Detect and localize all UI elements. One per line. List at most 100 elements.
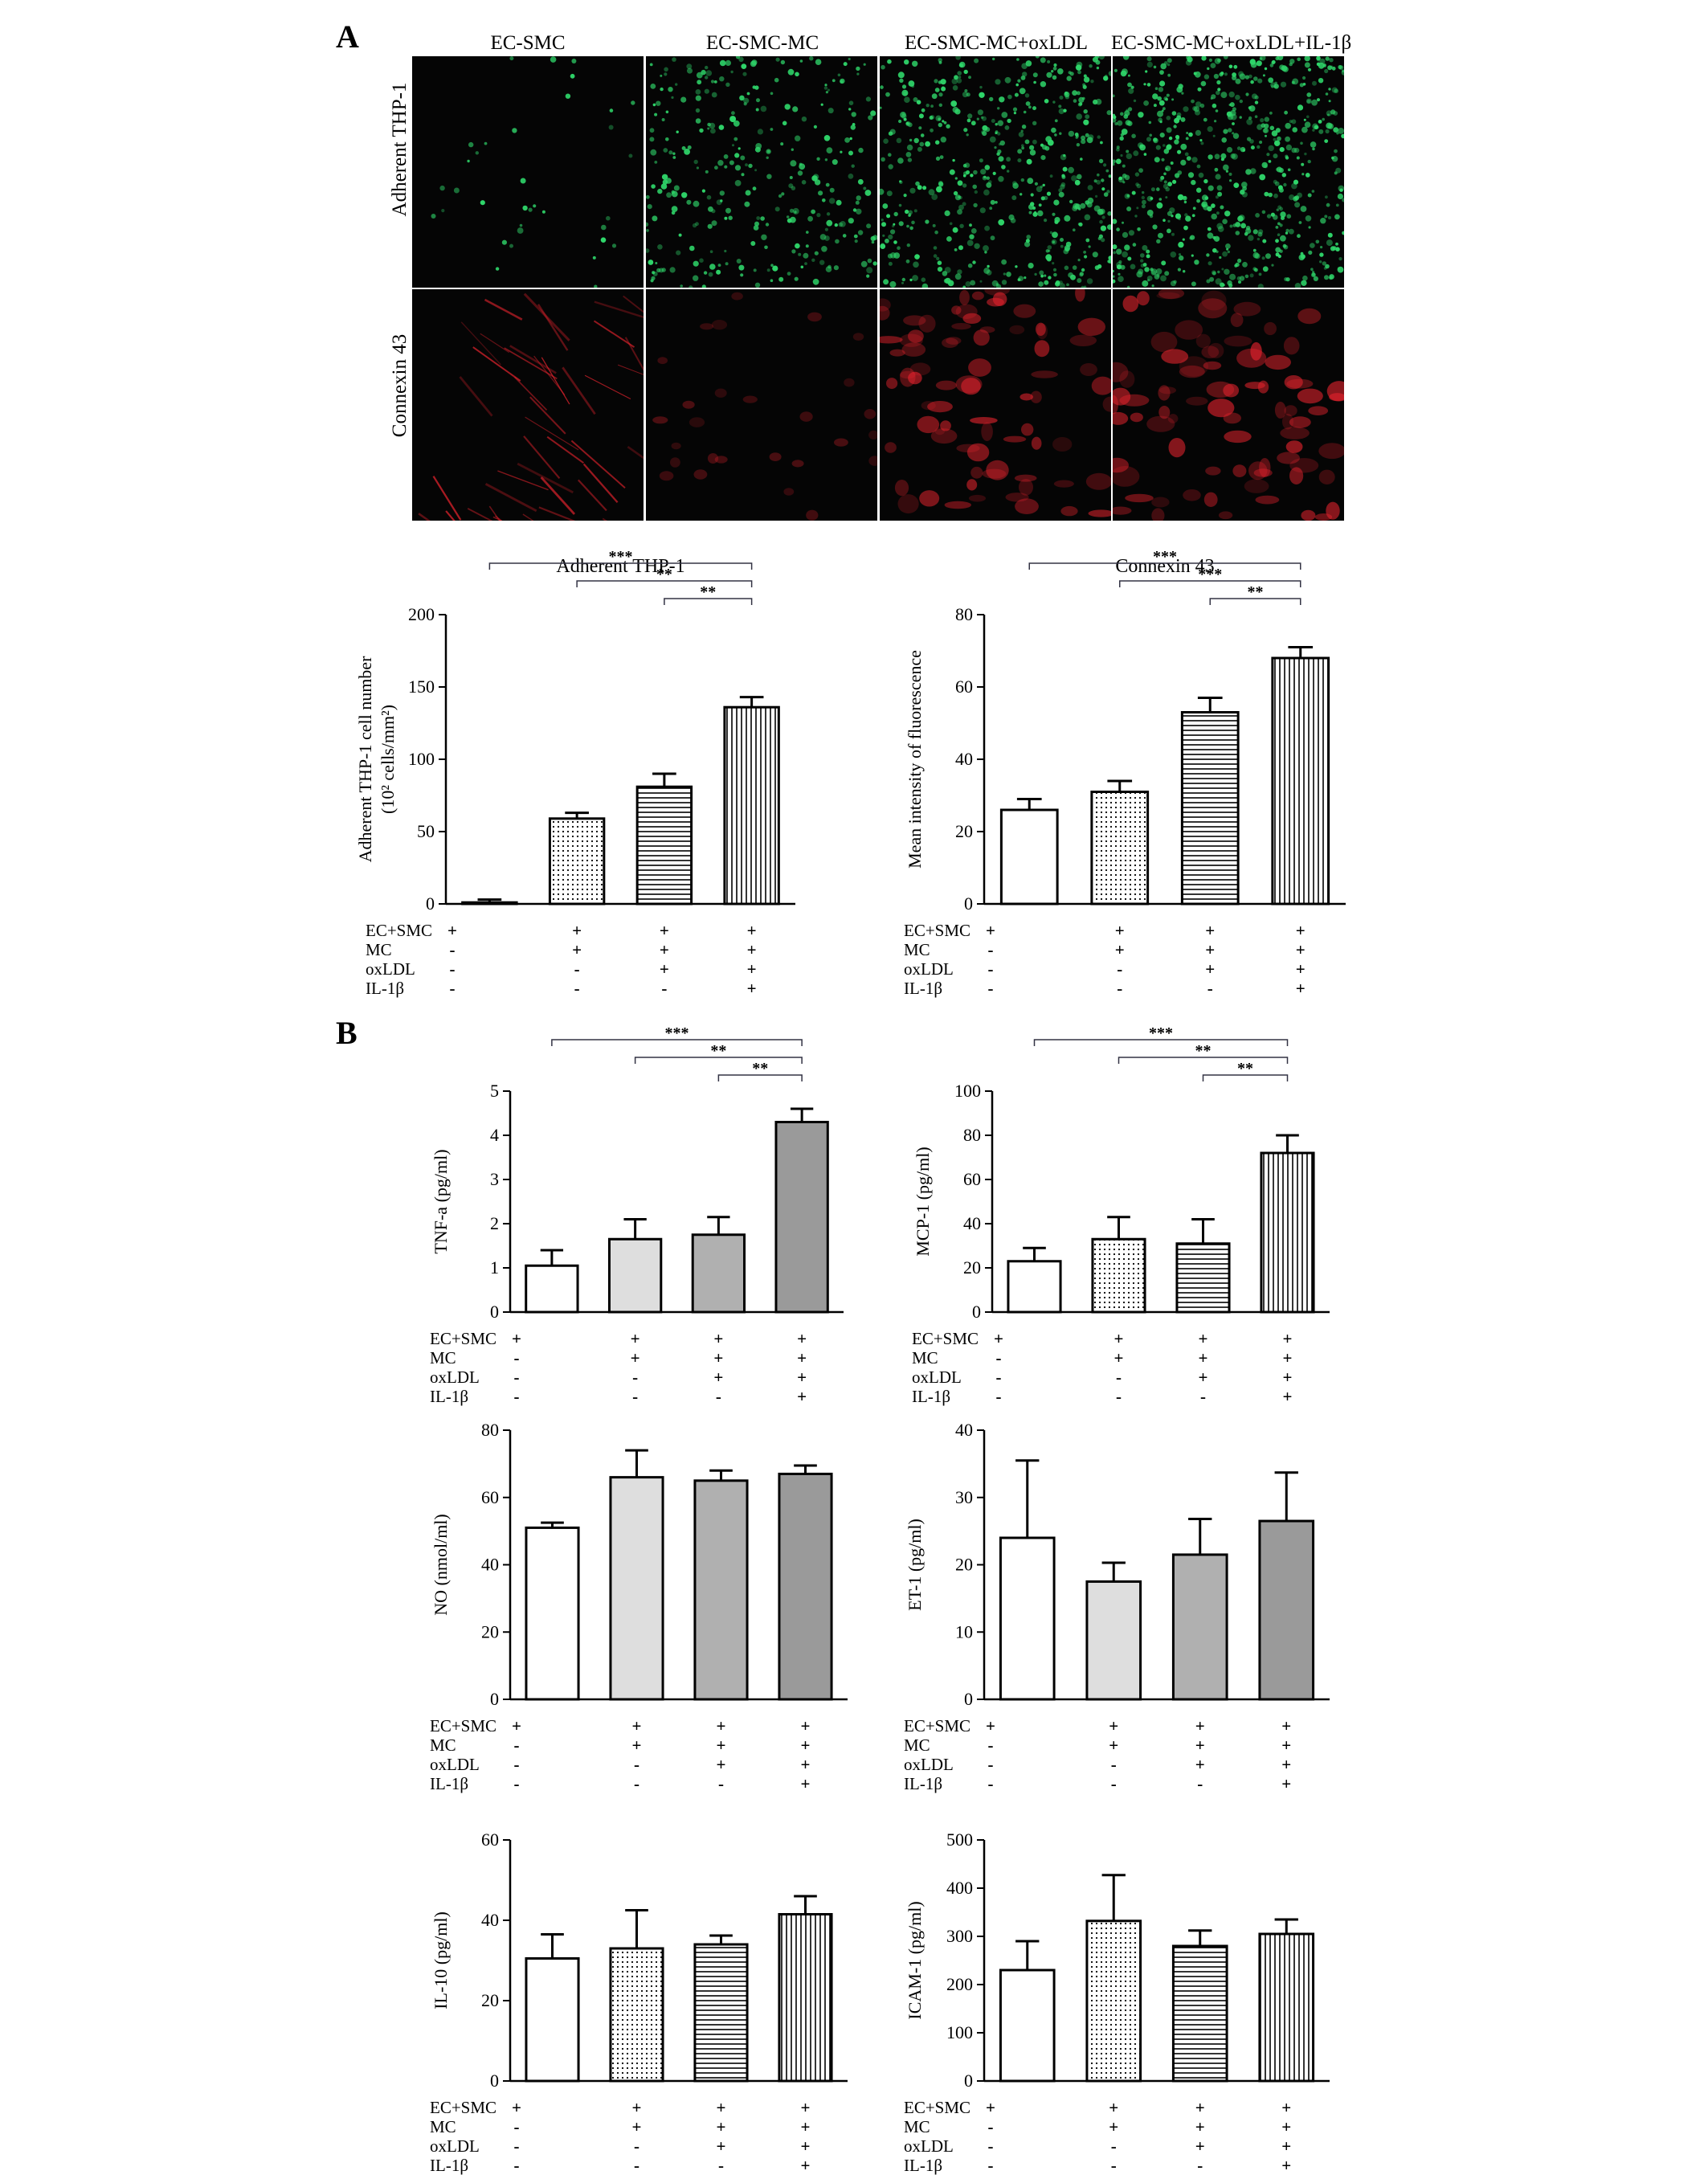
fluorescent-cell bbox=[982, 130, 987, 137]
fluorescent-cell bbox=[1232, 122, 1235, 125]
fluorescent-cell bbox=[1175, 173, 1180, 178]
condition-sign: + bbox=[713, 1329, 723, 1348]
connexin-signal bbox=[1244, 382, 1265, 390]
fluorescent-cell bbox=[1085, 114, 1090, 120]
bar-3 bbox=[693, 1943, 749, 2083]
fluorescent-cell bbox=[824, 227, 828, 231]
connexin-signal bbox=[1021, 423, 1034, 436]
fluorescent-cell bbox=[1216, 211, 1220, 215]
fluorescent-cell bbox=[1006, 272, 1011, 277]
fluorescent-cell bbox=[1225, 243, 1231, 249]
significance-label: ** bbox=[752, 1060, 768, 1077]
fluorescent-cell bbox=[1044, 280, 1049, 285]
fluorescent-cell bbox=[664, 67, 668, 72]
fluorescent-cell bbox=[1153, 137, 1158, 142]
fluorescent-cell bbox=[935, 156, 941, 161]
fluorescent-cell bbox=[1191, 214, 1195, 218]
fluorescent-cell bbox=[565, 93, 571, 99]
fluorescent-cell bbox=[1060, 182, 1066, 187]
fluorescent-cell bbox=[843, 62, 848, 67]
fluorescent-cell bbox=[1220, 92, 1228, 99]
condition-sign: - bbox=[634, 2136, 639, 2156]
fluorescent-cell bbox=[672, 156, 676, 159]
fluorescent-cell bbox=[957, 180, 963, 186]
fluorescent-cell bbox=[1171, 215, 1174, 218]
fluorescent-cell bbox=[1032, 106, 1036, 111]
fluorescent-cell bbox=[1011, 195, 1017, 201]
condition-sign: - bbox=[634, 1774, 639, 1793]
fluorescent-cell bbox=[1235, 78, 1241, 84]
fluorescent-cell bbox=[949, 169, 955, 175]
fluorescent-cell bbox=[1261, 256, 1265, 260]
connexin-signal bbox=[1248, 461, 1268, 480]
connexin-signal bbox=[886, 378, 898, 390]
fluorescent-cell bbox=[1131, 133, 1136, 139]
fluorescent-cell bbox=[787, 68, 795, 76]
fluorescent-cell bbox=[1201, 56, 1207, 61]
fluorescent-cell bbox=[1216, 90, 1220, 96]
condition-sign: + bbox=[447, 921, 457, 940]
fluorescent-cell bbox=[1177, 268, 1181, 272]
fluorescent-cell bbox=[856, 195, 861, 201]
fluorescent-cell bbox=[1215, 109, 1219, 112]
fluorescent-cell bbox=[1276, 208, 1279, 211]
fluorescent-cell bbox=[708, 272, 713, 277]
fluorescent-cell bbox=[696, 72, 703, 79]
fluorescent-cell bbox=[1143, 83, 1146, 86]
fluorescent-cell bbox=[1154, 87, 1158, 90]
condition-sign: + bbox=[1195, 2136, 1205, 2156]
bar-1 bbox=[525, 1526, 580, 1701]
fluorescent-cell bbox=[1266, 153, 1270, 157]
fluorescent-cell bbox=[968, 76, 971, 80]
connexin-signal bbox=[1085, 472, 1111, 490]
fluorescent-cell bbox=[1320, 218, 1326, 224]
fluorescent-cell bbox=[661, 174, 668, 180]
connexin-signal bbox=[593, 320, 635, 348]
fluorescent-cell bbox=[1167, 73, 1171, 77]
fluorescent-cell bbox=[1149, 133, 1152, 137]
fluorescent-cell bbox=[1289, 59, 1295, 64]
connexin-signal bbox=[577, 479, 607, 512]
fluorescent-cell bbox=[1081, 139, 1086, 145]
condition-sign: + bbox=[660, 940, 669, 959]
bar-2 bbox=[548, 817, 606, 906]
fluorescent-cell bbox=[1108, 256, 1111, 260]
condition-sign: + bbox=[1296, 959, 1306, 979]
fluorescent-cell bbox=[1040, 57, 1046, 63]
connexin-signal bbox=[693, 469, 708, 480]
fluorescent-cell bbox=[1054, 119, 1058, 123]
fluorescent-cell bbox=[809, 56, 814, 61]
y-tick-label: 100 bbox=[946, 2022, 973, 2042]
condition-sign: - bbox=[634, 2156, 639, 2175]
fluorescent-cell bbox=[1081, 285, 1085, 288]
fluorescent-cell bbox=[1196, 164, 1201, 169]
fluorescent-cell bbox=[1098, 158, 1104, 164]
fluorescent-cell bbox=[1260, 56, 1266, 61]
fluorescent-cell bbox=[1159, 133, 1165, 138]
fluorescent-cell bbox=[882, 234, 885, 237]
condition-label: oxLDL bbox=[912, 1367, 962, 1387]
connexin-signal bbox=[582, 463, 619, 503]
fluorescent-cell bbox=[1167, 228, 1171, 234]
connexin-signal bbox=[497, 470, 549, 491]
fluorescent-cell bbox=[898, 119, 902, 124]
connexin-signal bbox=[1019, 393, 1033, 401]
fluorescent-cell bbox=[816, 213, 821, 218]
fluorescent-cell bbox=[906, 144, 913, 151]
fluorescent-cell bbox=[856, 72, 860, 76]
fluorescent-cell bbox=[705, 170, 709, 174]
fluorescent-cell bbox=[1342, 231, 1344, 235]
fluorescent-cell bbox=[998, 219, 1005, 226]
fluorescent-cell bbox=[1171, 232, 1175, 236]
bar-3 bbox=[635, 785, 693, 906]
micrograph-thp1-ec-smc-mc bbox=[646, 56, 877, 288]
bar-4 bbox=[778, 1472, 833, 1701]
fluorescent-cell bbox=[1101, 215, 1105, 219]
fluorescent-cell bbox=[475, 151, 479, 155]
fluorescent-cell bbox=[711, 209, 716, 214]
connexin-signal bbox=[880, 336, 903, 344]
fluorescent-cell bbox=[541, 210, 545, 214]
fluorescent-cell bbox=[1145, 70, 1148, 73]
fluorescent-cell bbox=[1304, 56, 1310, 62]
fluorescent-cell bbox=[710, 128, 716, 134]
